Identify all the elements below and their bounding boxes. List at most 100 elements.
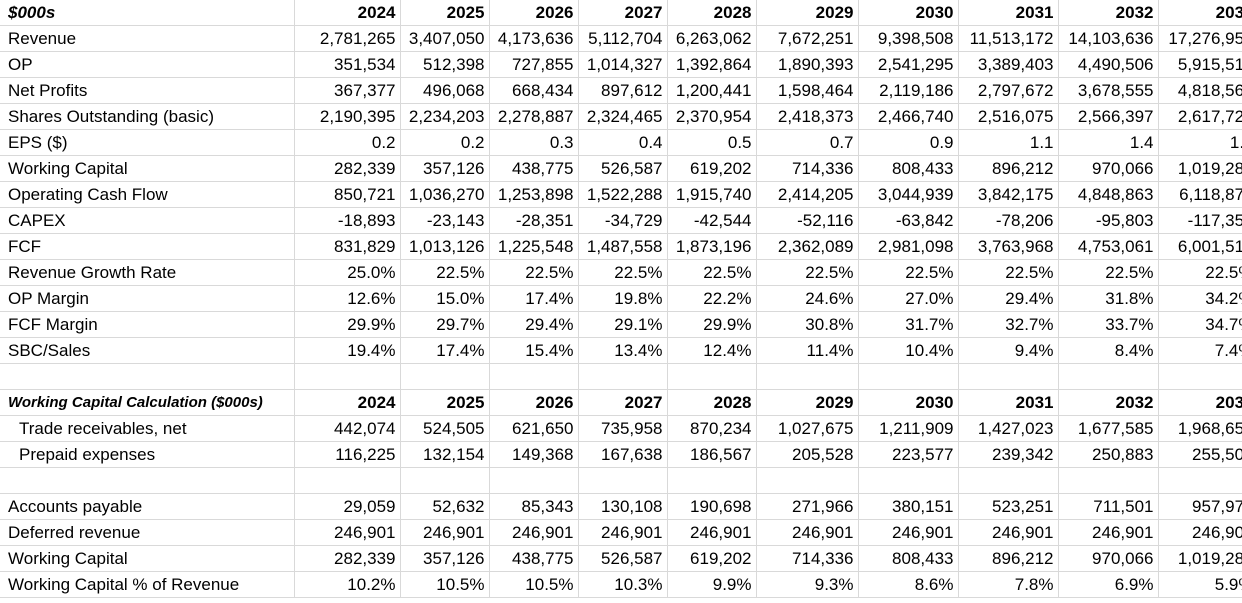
value-cell[interactable]: 12.6% [294, 285, 401, 312]
value-cell[interactable]: 2,234,203 [400, 103, 490, 130]
value-cell[interactable]: 3,678,555 [1058, 77, 1159, 104]
value-cell[interactable]: 29.1% [578, 311, 668, 338]
value-cell[interactable]: 22.5% [489, 259, 579, 286]
value-cell[interactable]: 205,528 [756, 441, 859, 468]
value-cell[interactable]: 714,336 [756, 155, 859, 182]
empty-cell[interactable] [858, 363, 959, 390]
value-cell[interactable]: 85,343 [489, 493, 579, 520]
value-cell[interactable]: 4,753,061 [1058, 233, 1159, 260]
empty-cell[interactable] [578, 363, 668, 390]
value-cell[interactable]: 896,212 [958, 545, 1059, 572]
value-cell[interactable]: 31.7% [858, 311, 959, 338]
value-cell[interactable]: 6,263,062 [667, 25, 757, 52]
value-cell[interactable]: 1,019,283 [1158, 545, 1242, 572]
value-cell[interactable]: 1,873,196 [667, 233, 757, 260]
value-cell[interactable]: 246,901 [858, 519, 959, 546]
value-cell[interactable]: 2033 [1158, 389, 1242, 416]
value-cell[interactable]: 10.2% [294, 571, 401, 598]
value-cell[interactable]: 808,433 [858, 155, 959, 182]
value-cell[interactable]: 2,566,397 [1058, 103, 1159, 130]
value-cell[interactable]: 0.2 [400, 129, 490, 156]
value-cell[interactable]: 149,368 [489, 441, 579, 468]
value-cell[interactable]: 33.7% [1058, 311, 1159, 338]
value-cell[interactable]: 1,036,270 [400, 181, 490, 208]
value-cell[interactable]: 1,200,441 [667, 77, 757, 104]
value-cell[interactable]: 2,797,672 [958, 77, 1059, 104]
value-cell[interactable]: 2032 [1058, 389, 1159, 416]
value-cell[interactable]: -78,206 [958, 207, 1059, 234]
value-cell[interactable]: 2030 [858, 0, 959, 26]
value-cell[interactable]: 2031 [958, 389, 1059, 416]
value-cell[interactable]: 2,541,295 [858, 51, 959, 78]
value-cell[interactable]: 357,126 [400, 545, 490, 572]
value-cell[interactable]: 7,672,251 [756, 25, 859, 52]
value-cell[interactable]: 2027 [578, 0, 668, 26]
value-cell[interactable]: 167,638 [578, 441, 668, 468]
value-cell[interactable]: 2,119,186 [858, 77, 959, 104]
value-cell[interactable]: 512,398 [400, 51, 490, 78]
value-cell[interactable]: 7.4% [1158, 337, 1242, 364]
row-label-cell[interactable]: Net Profits [0, 77, 295, 104]
value-cell[interactable]: 1,968,657 [1158, 415, 1242, 442]
value-cell[interactable]: 31.8% [1058, 285, 1159, 312]
value-cell[interactable]: 22.5% [858, 259, 959, 286]
value-cell[interactable]: 897,612 [578, 77, 668, 104]
value-cell[interactable]: 2,370,954 [667, 103, 757, 130]
value-cell[interactable]: 1,392,864 [667, 51, 757, 78]
value-cell[interactable]: 30.8% [756, 311, 859, 338]
empty-cell[interactable] [1158, 363, 1242, 390]
value-cell[interactable]: 442,074 [294, 415, 401, 442]
value-cell[interactable]: 223,577 [858, 441, 959, 468]
value-cell[interactable]: 19.8% [578, 285, 668, 312]
value-cell[interactable]: 351,534 [294, 51, 401, 78]
value-cell[interactable]: 14,103,636 [1058, 25, 1159, 52]
value-cell[interactable]: 727,855 [489, 51, 579, 78]
value-cell[interactable]: 9,398,508 [858, 25, 959, 52]
value-cell[interactable]: 1,013,126 [400, 233, 490, 260]
value-cell[interactable]: 246,901 [400, 519, 490, 546]
value-cell[interactable]: 970,066 [1058, 545, 1159, 572]
value-cell[interactable]: 2024 [294, 0, 401, 26]
value-cell[interactable]: 10.5% [489, 571, 579, 598]
value-cell[interactable]: 9.3% [756, 571, 859, 598]
value-cell[interactable]: 1,522,288 [578, 181, 668, 208]
value-cell[interactable]: 1,014,327 [578, 51, 668, 78]
row-label-cell[interactable]: Accounts payable [0, 493, 295, 520]
value-cell[interactable]: 714,336 [756, 545, 859, 572]
empty-cell[interactable] [1058, 467, 1159, 494]
value-cell[interactable]: 831,829 [294, 233, 401, 260]
value-cell[interactable]: 246,901 [958, 519, 1059, 546]
value-cell[interactable]: 2026 [489, 0, 579, 26]
value-cell[interactable]: 0.2 [294, 129, 401, 156]
value-cell[interactable]: 27.0% [858, 285, 959, 312]
value-cell[interactable]: 4,490,506 [1058, 51, 1159, 78]
value-cell[interactable]: 2,617,725 [1158, 103, 1242, 130]
value-cell[interactable]: 22.5% [578, 259, 668, 286]
value-cell[interactable]: 5,915,516 [1158, 51, 1242, 78]
value-cell[interactable]: 25.0% [294, 259, 401, 286]
value-cell[interactable]: 2029 [756, 0, 859, 26]
value-cell[interactable]: 4,173,636 [489, 25, 579, 52]
empty-cell[interactable] [1058, 363, 1159, 390]
row-label-cell[interactable]: EPS ($) [0, 129, 295, 156]
value-cell[interactable]: 5.9% [1158, 571, 1242, 598]
empty-cell[interactable] [489, 467, 579, 494]
value-cell[interactable]: 438,775 [489, 155, 579, 182]
value-cell[interactable]: 619,202 [667, 545, 757, 572]
row-label-cell[interactable]: Shares Outstanding (basic) [0, 103, 295, 130]
value-cell[interactable]: 2,278,887 [489, 103, 579, 130]
row-label-cell[interactable]: FCF Margin [0, 311, 295, 338]
value-cell[interactable]: 250,883 [1058, 441, 1159, 468]
value-cell[interactable]: 22.5% [756, 259, 859, 286]
value-cell[interactable]: 524,505 [400, 415, 490, 442]
value-cell[interactable]: 246,901 [1158, 519, 1242, 546]
value-cell[interactable]: 0.4 [578, 129, 668, 156]
value-cell[interactable]: 1.8 [1158, 129, 1242, 156]
value-cell[interactable]: 2,324,465 [578, 103, 668, 130]
value-cell[interactable]: 116,225 [294, 441, 401, 468]
value-cell[interactable]: 0.7 [756, 129, 859, 156]
value-cell[interactable]: 1,027,675 [756, 415, 859, 442]
value-cell[interactable]: 850,721 [294, 181, 401, 208]
value-cell[interactable]: 3,407,050 [400, 25, 490, 52]
value-cell[interactable]: -18,893 [294, 207, 401, 234]
